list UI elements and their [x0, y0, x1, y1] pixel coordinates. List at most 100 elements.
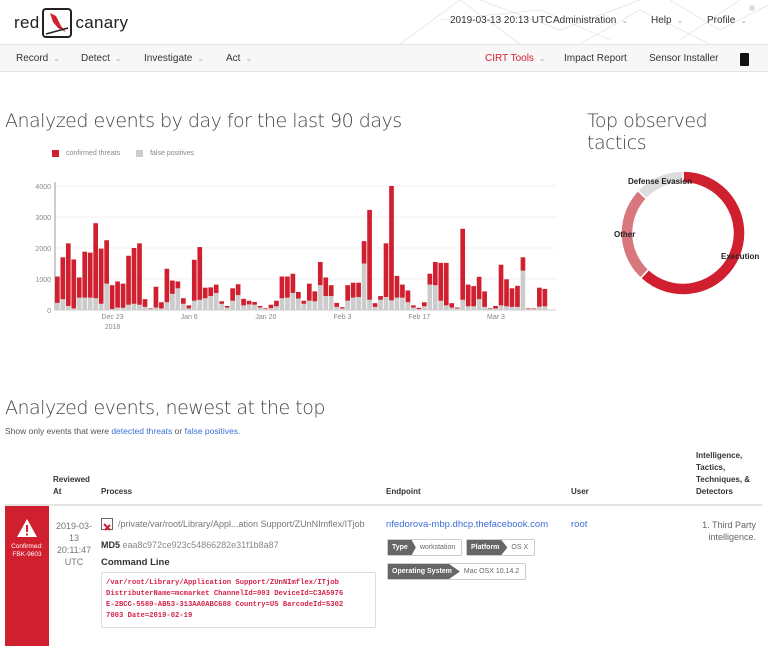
bar-confirmed-threats — [257, 305, 263, 308]
nav-record[interactable]: Record ⌄ — [16, 53, 60, 64]
bar-confirmed-threats — [328, 285, 334, 297]
bar-confirmed-threats — [104, 240, 109, 284]
bar-confirmed-threats — [306, 283, 312, 301]
bar-confirmed-threats — [224, 305, 230, 308]
nav-sensor-installer[interactable]: Sensor Installer — [649, 53, 719, 64]
bar-confirmed-threats — [526, 308, 531, 310]
logo[interactable]: red canary — [14, 8, 128, 38]
bar-false-positives — [537, 306, 542, 310]
reviewed-date-part: 2019-03- — [55, 521, 93, 531]
nav-label: Detect — [81, 53, 110, 64]
bar-false-positives — [296, 298, 301, 310]
bar-false-positives — [137, 304, 142, 310]
bar-confirmed-threats — [509, 288, 515, 307]
confirmed-status-badge[interactable]: Confirmed: FBK-9603 — [5, 506, 49, 646]
bar-confirmed-threats — [219, 301, 225, 304]
x-tick-sublabel: 2018 — [105, 324, 121, 331]
help-menu[interactable]: Help ⌄ — [651, 15, 683, 26]
bar-confirmed-threats — [252, 301, 257, 305]
bar-false-positives — [383, 296, 389, 310]
bar-confirmed-threats — [159, 302, 164, 309]
bar-false-positives — [224, 307, 230, 310]
bar-false-positives — [274, 306, 279, 310]
bar-confirmed-threats — [427, 273, 433, 285]
bar-false-positives — [312, 301, 318, 310]
bar-false-positives — [487, 308, 493, 310]
bar-confirmed-threats — [400, 284, 405, 298]
user-link[interactable]: root — [571, 519, 588, 530]
bar-false-positives — [427, 284, 433, 310]
bar-confirmed-threats — [498, 264, 504, 306]
bar-confirmed-threats — [367, 209, 372, 300]
legend-label-confirmed: confirmed threats — [66, 150, 121, 157]
bar-confirmed-threats — [389, 186, 394, 301]
bar-confirmed-threats — [504, 279, 509, 307]
bar-false-positives — [235, 295, 241, 310]
bar-false-positives — [60, 299, 66, 310]
tag-key: Platform — [467, 540, 508, 555]
bar-confirmed-threats — [126, 255, 131, 305]
bar-false-positives — [454, 308, 460, 310]
bar-false-positives — [82, 297, 88, 310]
tag-type: Type workstation — [387, 539, 463, 556]
bar-false-positives — [98, 303, 104, 310]
column-header-endpoint[interactable]: Endpoint — [386, 487, 421, 496]
bar-confirmed-threats — [471, 286, 476, 307]
column-header-process[interactable]: Process — [101, 487, 133, 496]
chevron-down-icon: ⌄ — [740, 16, 748, 25]
bar-confirmed-threats — [98, 248, 104, 304]
filter-prefix: Show only events that were — [5, 426, 109, 436]
bar-confirmed-threats — [487, 308, 493, 309]
administration-menu[interactable]: Administration ⌄ — [553, 15, 628, 26]
nav-investigate[interactable]: Investigate ⌄ — [144, 53, 204, 64]
profile-menu[interactable]: Profile ⌄ — [707, 15, 747, 26]
bar-false-positives — [526, 309, 531, 310]
logo-text-red: red — [14, 13, 40, 32]
bar-false-positives — [213, 292, 219, 310]
nav-cirt-tools[interactable]: CIRT Tools ⌄ — [485, 53, 546, 64]
menu-label: Help — [651, 15, 672, 26]
nav-act[interactable]: Act ⌄ — [226, 53, 252, 64]
bar-false-positives — [202, 298, 208, 310]
nav-impact-report[interactable]: Impact Report — [564, 53, 627, 64]
bar-false-positives — [405, 302, 411, 310]
column-header-user[interactable]: User — [571, 487, 589, 496]
x-tick-label: Feb 3 — [334, 314, 352, 321]
bar-false-positives — [55, 302, 60, 310]
bar-confirmed-threats — [148, 308, 153, 310]
y-tick-label: 3000 — [35, 215, 51, 222]
bar-false-positives — [153, 307, 159, 310]
bar-confirmed-threats — [175, 281, 181, 289]
bar-false-positives — [170, 293, 175, 310]
sensor-download-icon[interactable] — [740, 53, 749, 66]
bar-confirmed-threats — [345, 285, 350, 301]
bar-confirmed-threats — [394, 275, 400, 298]
table-row[interactable]: Confirmed: FBK-9603 2019-03- 13 20:11:47… — [0, 506, 768, 646]
bar-false-positives — [246, 304, 252, 310]
cmd-line: E-2BCC-5580-AB53-313AA0ABC688 Country=US… — [106, 601, 344, 609]
chart-legend: confirmed threats false positives — [52, 150, 194, 157]
bar-false-positives — [71, 308, 77, 310]
endpoint-link[interactable]: nfedorova-mbp.dhcp.thefacebook.com — [386, 519, 549, 530]
bar-confirmed-threats — [82, 251, 88, 298]
bar-false-positives — [504, 306, 509, 310]
chevron-down-icon: ⌄ — [621, 16, 629, 25]
bar-confirmed-threats — [120, 283, 126, 308]
nav-detect[interactable]: Detect ⌄ — [81, 53, 122, 64]
filter-detected-threats-link[interactable]: detected threats — [111, 426, 173, 436]
bar-confirmed-threats — [208, 287, 214, 297]
bar-false-positives — [219, 303, 225, 310]
bar-false-positives — [186, 308, 192, 310]
filter-false-positives-link[interactable]: false positives — [184, 426, 238, 436]
bar-false-positives — [208, 296, 214, 310]
events-title: Analyzed events, newest at the top — [5, 397, 325, 419]
md5-line: MD5 eaa8c972ce923c54866282e31f1b8a87 — [101, 540, 279, 550]
chevron-down-icon: ⌄ — [197, 54, 205, 63]
bar-confirmed-threats — [537, 287, 542, 307]
bar-false-positives — [93, 298, 99, 310]
column-header-reviewed-at[interactable]: Reviewed At — [53, 475, 90, 496]
bar-confirmed-threats — [515, 285, 520, 307]
y-tick-label: 0 — [47, 308, 51, 315]
column-header-intelligence[interactable]: Intelligence, Tactics, Techniques, & Det… — [696, 451, 751, 496]
process-path[interactable]: /private/var/root/Library/Appl...ation S… — [118, 519, 365, 529]
